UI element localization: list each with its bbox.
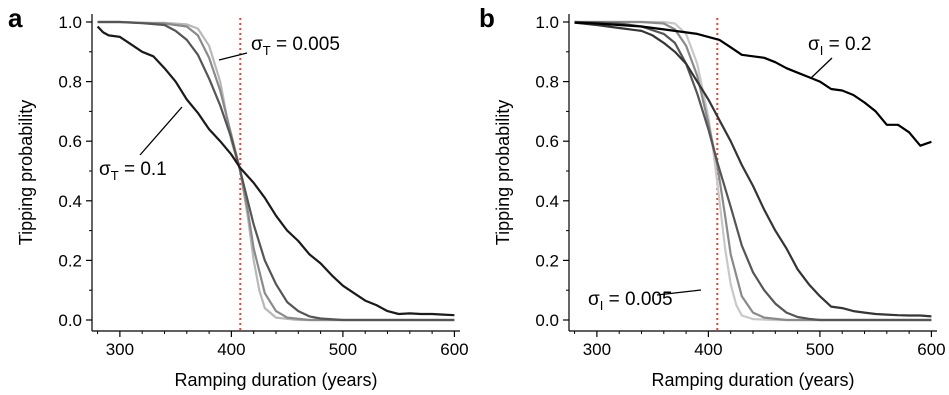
series-line	[574, 20, 932, 322]
annotation-leader	[810, 57, 833, 79]
panel-a: a 0.0 0.2 0.4 0.6 0.8 1.0 300 400 500 600 Ramping d…	[8, 3, 469, 390]
series-line	[574, 21, 932, 318]
panel-b: b 0.0 0.2 0.4 0.6 0.8 1.0 300 400 500 600 Ramping d…	[479, 3, 946, 390]
y-tick-label: 1.0	[535, 13, 559, 32]
series-line	[97, 20, 455, 322]
annotation-label: σT = 0.1	[99, 159, 167, 183]
y-tick-label: 0.6	[58, 132, 82, 151]
x-tick-label: 500	[329, 340, 357, 359]
annotation-leader	[218, 52, 248, 61]
annotation-leader	[139, 106, 183, 156]
x-axis-title: Ramping duration (years)	[174, 370, 377, 390]
y-tick-label: 0.8	[535, 73, 559, 92]
x-tick-label: 500	[806, 340, 834, 359]
x-tick-label: 300	[106, 340, 134, 359]
panel-letter: a	[8, 3, 23, 33]
y-tick-label: 0.4	[58, 192, 82, 211]
series-line	[574, 20, 932, 322]
y-axis-title: Tipping probability	[16, 100, 36, 245]
y-tick-label: 0.4	[535, 192, 559, 211]
y-tick-label: 0.0	[535, 311, 559, 330]
panel-letter: b	[479, 3, 495, 33]
x-tick-label: 600	[440, 340, 468, 359]
x-tick-label: 300	[583, 340, 611, 359]
x-axis-title: Ramping duration (years)	[651, 370, 854, 390]
annotation-label: σI = 0.005	[588, 289, 673, 313]
y-tick-label: 0.6	[535, 132, 559, 151]
series-line	[574, 21, 932, 147]
y-tick-label: 0.2	[535, 251, 559, 270]
annotation-label: σT = 0.005	[251, 34, 340, 58]
series-line	[96, 25, 455, 317]
x-tick-label: 400	[217, 340, 245, 359]
series-line	[574, 20, 932, 322]
y-tick-label: 0.0	[58, 311, 82, 330]
x-tick-label: 400	[694, 340, 722, 359]
y-tick-label: 0.2	[58, 251, 82, 270]
y-tick-label: 1.0	[58, 13, 82, 32]
x-tick-label: 600	[917, 340, 945, 359]
y-axis-title: Tipping probability	[493, 100, 513, 245]
y-tick-label: 0.8	[58, 73, 82, 92]
annotation-leader	[656, 289, 702, 296]
annotation-label: σI = 0.2	[808, 34, 871, 58]
